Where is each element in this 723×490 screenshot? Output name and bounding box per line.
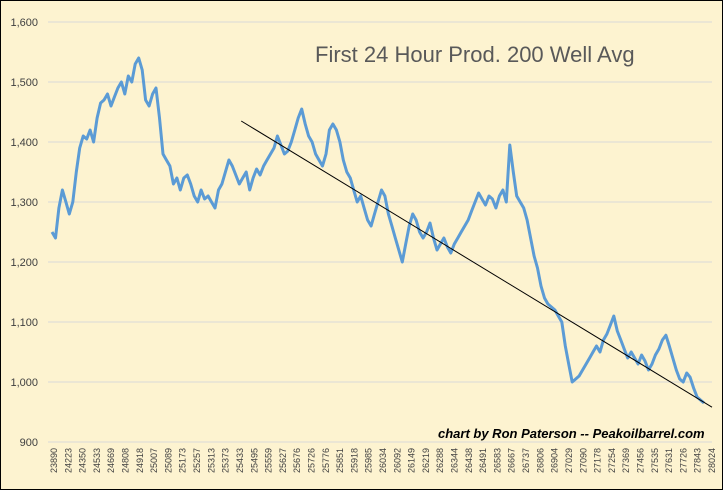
x-tick-label: 28024 <box>707 448 717 473</box>
x-tick-label: 26288 <box>435 448 445 473</box>
x-tick-label: 25007 <box>149 448 159 473</box>
y-tick-label: 900 <box>20 437 38 449</box>
x-tick-label: 24808 <box>121 448 131 473</box>
y-tick-label: 1,200 <box>10 257 38 269</box>
x-tick-label: 27178 <box>593 448 603 473</box>
x-tick-label: 27456 <box>635 448 645 473</box>
x-tick-label: 25173 <box>178 448 188 473</box>
x-tick-label: 25776 <box>321 448 331 473</box>
x-tick-label: 27535 <box>650 448 660 473</box>
y-tick-label: 1,300 <box>10 197 38 209</box>
x-tick-label: 26438 <box>464 448 474 473</box>
chart-credit: chart by Ron Paterson -- Peakoilbarrel.c… <box>438 426 705 441</box>
x-tick-label: 27726 <box>678 448 688 473</box>
x-tick-label: 25257 <box>192 448 202 473</box>
x-tick-label: 25726 <box>306 448 316 473</box>
trend-line <box>240 120 713 408</box>
x-tick-label: 26737 <box>521 448 531 473</box>
y-axis-ticks: 900 1,000 1,100 1,200 1,300 1,400 1,500 1,600 <box>10 17 38 449</box>
x-tick-label: 25495 <box>249 448 259 473</box>
x-tick-label: 24223 <box>63 448 73 473</box>
x-tick-label: 25851 <box>335 448 345 473</box>
x-tick-label: 24533 <box>92 448 102 473</box>
x-tick-label: 27254 <box>607 448 617 473</box>
x-tick-label: 26583 <box>492 448 502 473</box>
x-tick-label: 26149 <box>407 448 417 473</box>
x-tick-label: 25985 <box>364 448 374 473</box>
x-tick-label: 26219 <box>421 448 431 473</box>
x-tick-label: 27369 <box>621 448 631 473</box>
x-tick-label: 26491 <box>478 448 488 473</box>
x-tick-label: 24669 <box>106 448 116 473</box>
x-tick-label: 25918 <box>349 448 359 473</box>
x-tick-label: 27029 <box>564 448 574 473</box>
x-tick-label: 23890 <box>49 448 59 473</box>
x-tick-label: 24350 <box>78 448 88 473</box>
x-tick-label: 25373 <box>221 448 231 473</box>
y-tick-label: 1,000 <box>10 377 38 389</box>
x-tick-label: 26344 <box>450 448 460 473</box>
y-tick-label: 1,400 <box>10 137 38 149</box>
x-tick-label: 25559 <box>264 448 274 473</box>
y-tick-label: 1,500 <box>10 77 38 89</box>
x-tick-label: 27631 <box>664 448 674 473</box>
x-tick-label: 25433 <box>235 448 245 473</box>
x-tick-label: 27090 <box>578 448 588 473</box>
x-tick-label: 26034 <box>378 448 388 473</box>
x-tick-label: 25313 <box>206 448 216 473</box>
gridlines <box>48 21 712 443</box>
x-tick-label: 24918 <box>135 448 145 473</box>
y-tick-label: 1,600 <box>10 17 38 29</box>
x-tick-label: 27843 <box>693 448 703 473</box>
x-axis-ticks: 23890 24223 24350 24533 24669 24808 24918 25007… <box>49 448 717 473</box>
x-tick-label: 26904 <box>550 448 560 473</box>
x-tick-label: 25089 <box>163 448 173 473</box>
y-tick-label: 1,100 <box>10 317 38 329</box>
x-tick-label: 25627 <box>278 448 288 473</box>
series-line-200-well-avg <box>50 56 705 405</box>
x-tick-label: 25676 <box>292 448 302 473</box>
chart-title: First 24 Hour Prod. 200 Well Avg <box>315 42 635 67</box>
x-tick-label: 26092 <box>392 448 402 473</box>
x-tick-label: 26667 <box>507 448 517 473</box>
x-tick-label: 26806 <box>535 448 545 473</box>
